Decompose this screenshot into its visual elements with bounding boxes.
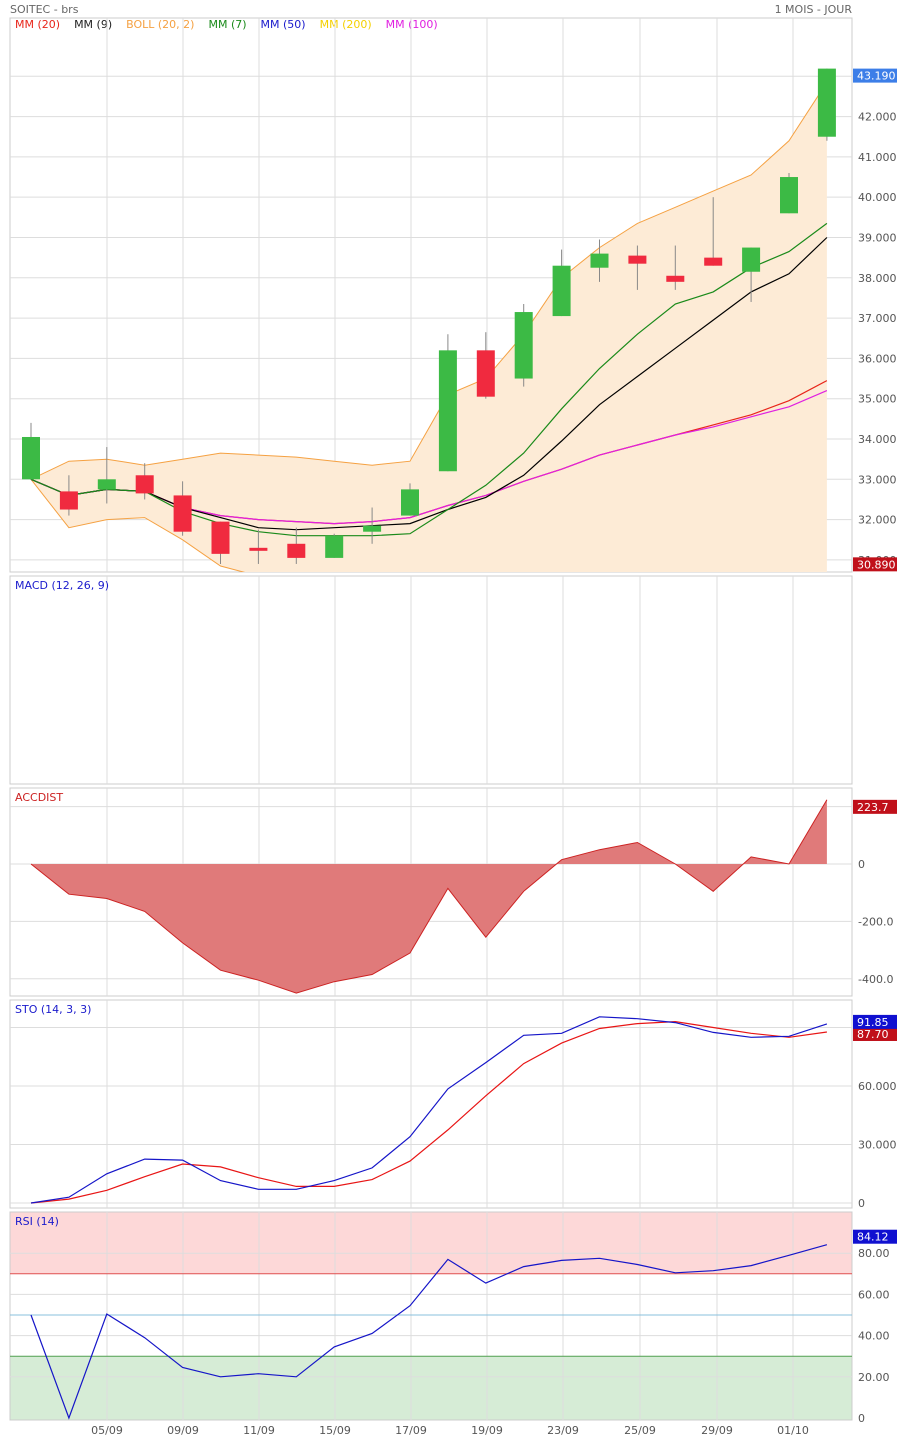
macd-frame <box>9 575 853 785</box>
sto-frame <box>9 999 853 1209</box>
sto-d-last-badge <box>853 1026 897 1041</box>
legend-item-3: MM (7) <box>208 18 247 31</box>
acc-frame <box>9 787 853 997</box>
acc-last-badge-label: 223.7 <box>857 801 889 814</box>
chart-title: SOITEC - brs <box>10 3 79 16</box>
rsi-overbought-zone <box>10 1212 852 1274</box>
x-tick-0: 05/09 <box>91 1424 123 1437</box>
bollinger-upper-line <box>30 82 828 480</box>
candle-body-14 <box>552 265 571 317</box>
chart-period: 1 MOIS - JOUR <box>774 3 852 16</box>
price-tick-6: 37.000 <box>858 312 897 325</box>
price-tick-5: 36.000 <box>858 352 897 365</box>
acc-tick-3: -400.0 <box>858 973 893 986</box>
acc-tick-1: 0 <box>858 858 865 871</box>
x-tick-1: 09/09 <box>167 1424 199 1437</box>
bollinger-lower-line <box>30 478 246 572</box>
price-tick-9: 40.000 <box>858 191 897 204</box>
x-tick-4: 17/09 <box>395 1424 427 1437</box>
legend-item-2: BOLL (20, 2) <box>126 18 195 31</box>
mm7-line <box>30 222 828 537</box>
candle-body-21 <box>817 68 836 137</box>
rsi-title: RSI (14) <box>15 1215 59 1228</box>
price-tick-1: 32.000 <box>858 514 897 527</box>
sto-k-line <box>30 1016 828 1204</box>
candle-body-11 <box>438 350 457 472</box>
rsi-tick-2: 40.00 <box>858 1330 890 1343</box>
sto-tick-1: 30.000 <box>858 1139 897 1152</box>
candle-body-16 <box>628 255 647 264</box>
rsi-last-badge-label: 84.12 <box>857 1231 889 1244</box>
sto-k-last-badge-label: 91.85 <box>857 1016 889 1029</box>
legend-item-6: MM (100) <box>385 18 438 31</box>
acc-tick-2: -200.0 <box>858 915 893 928</box>
accdist-area <box>31 799 827 994</box>
price-tick-4: 35.000 <box>858 393 897 406</box>
legend-item-0: MM (20) <box>15 18 61 31</box>
rsi-last-badge <box>853 1229 897 1244</box>
price-tick-8: 39.000 <box>858 231 897 244</box>
price-low-badge-label: 30.890 <box>857 558 896 571</box>
price-last-badge-label: 43.190 <box>857 70 896 83</box>
acc-title: ACCDIST <box>15 791 63 804</box>
sto-k-last-badge <box>853 1014 897 1029</box>
candle-body-2 <box>97 479 116 490</box>
rsi-oversold-zone <box>10 1356 852 1420</box>
rsi-frame <box>9 1211 853 1421</box>
x-tick-3: 15/09 <box>319 1424 351 1437</box>
mm9-line <box>30 237 828 531</box>
acc-last-badge <box>853 799 897 814</box>
candle-body-0 <box>22 436 40 480</box>
legend-item-4: MM (50) <box>260 18 306 31</box>
price-plot <box>22 68 836 572</box>
legend-item-5: MM (200) <box>319 18 372 31</box>
candle-body-5 <box>211 521 230 554</box>
candle-body-17 <box>666 275 685 282</box>
candle-body-6 <box>249 547 268 551</box>
x-tick-7: 25/09 <box>624 1424 656 1437</box>
candle-body-1 <box>59 491 78 510</box>
candle-body-9 <box>363 525 382 532</box>
x-tick-9: 01/10 <box>777 1424 809 1437</box>
candle-body-20 <box>780 177 798 214</box>
macd-title: MACD (12, 26, 9) <box>15 579 109 592</box>
x-tick-6: 23/09 <box>547 1424 579 1437</box>
bollinger-band <box>31 82 827 572</box>
x-tick-2: 11/09 <box>243 1424 275 1437</box>
price-low-badge <box>853 557 897 572</box>
sto-tick-0: 60.000 <box>858 1080 897 1093</box>
price-tick-10: 41.000 <box>858 151 897 164</box>
price-tick-2: 33.000 <box>858 473 897 486</box>
candle-body-10 <box>401 489 419 516</box>
x-tick-5: 19/09 <box>471 1424 503 1437</box>
price-tick-11: 42.000 <box>858 111 897 124</box>
candle-body-4 <box>173 495 192 532</box>
rsi-tick-3: 20.00 <box>858 1371 890 1384</box>
candle-body-15 <box>590 253 609 268</box>
candle-body-19 <box>742 247 761 272</box>
candle-body-8 <box>325 535 344 558</box>
rsi-tick-1: 60.00 <box>858 1288 890 1301</box>
sto-title: STO (14, 3, 3) <box>15 1003 91 1016</box>
sto-tick-2: 0 <box>858 1197 865 1210</box>
legend-item-1: MM (9) <box>74 18 113 31</box>
price-last-badge <box>853 68 897 83</box>
sto-d-line <box>30 1020 827 1204</box>
candle-body-18 <box>704 257 723 266</box>
candle-body-12 <box>476 350 495 397</box>
candle-body-7 <box>287 543 306 558</box>
accdist-line <box>30 799 828 994</box>
candle-body-3 <box>135 475 154 494</box>
candle-body-13 <box>514 312 533 379</box>
x-tick-8: 29/09 <box>701 1424 733 1437</box>
price-legend: MM (20) MM (9) BOLL (20, 2) MM (7) MM (50) MM… <box>15 18 452 31</box>
rsi-tick-4: 0 <box>858 1412 865 1425</box>
sto-d-last-badge-label: 87.70 <box>857 1028 889 1041</box>
price-tick-3: 34.000 <box>858 433 897 446</box>
rsi-line <box>30 1244 828 1420</box>
rsi-tick-0: 80.00 <box>858 1247 890 1260</box>
price-tick-7: 38.000 <box>858 272 897 285</box>
